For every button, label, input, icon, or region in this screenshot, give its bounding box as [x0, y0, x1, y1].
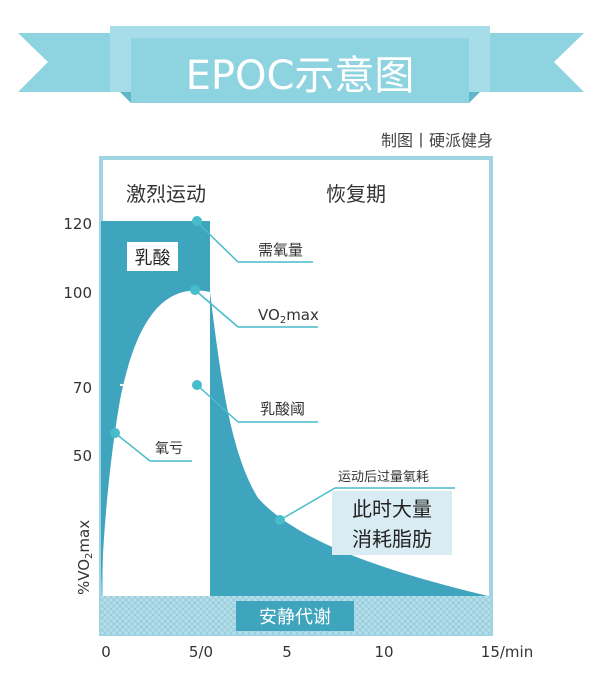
callout-dot: [190, 285, 200, 295]
callout-dot: [110, 428, 120, 438]
y-tick-label: 100: [63, 284, 92, 302]
ribbon-fold-left: [120, 92, 131, 103]
callout-epoc: 运动后过量氧耗: [275, 470, 455, 525]
callout-leader: [196, 221, 239, 263]
ribbon-tail-left: [18, 33, 120, 92]
x-tick-label: 15/min: [481, 643, 533, 661]
phase-label-recovery: 恢复期: [326, 182, 386, 206]
epoc-note-line: 消耗脂肪: [352, 527, 432, 551]
callout-label: 运动后过量氧耗: [338, 470, 429, 485]
epoc-note: 此时大量 消耗脂肪: [332, 491, 452, 555]
y-axis: 120 100 70 50 %VO2max: [63, 215, 95, 595]
callout-label: 乳酸阈: [260, 400, 305, 418]
x-tick-label: 0: [101, 643, 111, 661]
epoc-note-bg: [332, 491, 452, 555]
baseline-label: 安静代谢: [259, 607, 331, 628]
callout-oxygen-demand: 需氧量: [192, 216, 313, 263]
lactic-label-bg: [127, 242, 178, 271]
callout-oxygen-deficit: 氧亏: [110, 428, 192, 462]
callout-dot: [192, 216, 202, 226]
ribbon-tail-right: [480, 33, 584, 92]
diagram-title: EPOC示意图: [186, 53, 415, 99]
callout-dot: [275, 515, 285, 525]
x-tick-label: 10: [374, 643, 393, 661]
y-axis-label: %VO2max: [75, 520, 95, 595]
credit-label: 制图丨硬派健身: [381, 131, 493, 150]
callout-label: 氧亏: [155, 441, 183, 457]
oxygen-deficit-area: [101, 221, 210, 596]
callout-leader: [114, 432, 151, 462]
y-tick-label: 120: [63, 215, 92, 233]
callout-lactate-threshold: 乳酸阈: [192, 380, 318, 423]
callout-leader: [194, 289, 239, 328]
callout-label: VO2max: [258, 306, 319, 326]
baseline-label-bg: [236, 601, 354, 631]
title-banner: EPOC示意图: [18, 26, 584, 103]
y-tick-label: 50: [73, 447, 92, 465]
callout-dot: [192, 380, 202, 390]
x-axis: 0 5/0 5 10 15/min: [101, 643, 533, 661]
callout-leader: [196, 384, 239, 423]
callout-vo2max: VO2max: [190, 285, 319, 328]
callout-leader: [279, 487, 336, 521]
x-tick-label: 5/0: [189, 643, 213, 661]
x-tick-label: 5: [282, 643, 292, 661]
callout-label: 需氧量: [258, 241, 303, 259]
lactic-label: 乳酸: [135, 248, 171, 269]
ribbon-fold-right: [469, 92, 480, 103]
y-tick-label: 70: [73, 379, 92, 397]
epoc-note-line: 此时大量: [352, 497, 432, 521]
phase-label-exercise: 激烈运动: [126, 182, 206, 206]
ribbon-face: [131, 38, 469, 103]
